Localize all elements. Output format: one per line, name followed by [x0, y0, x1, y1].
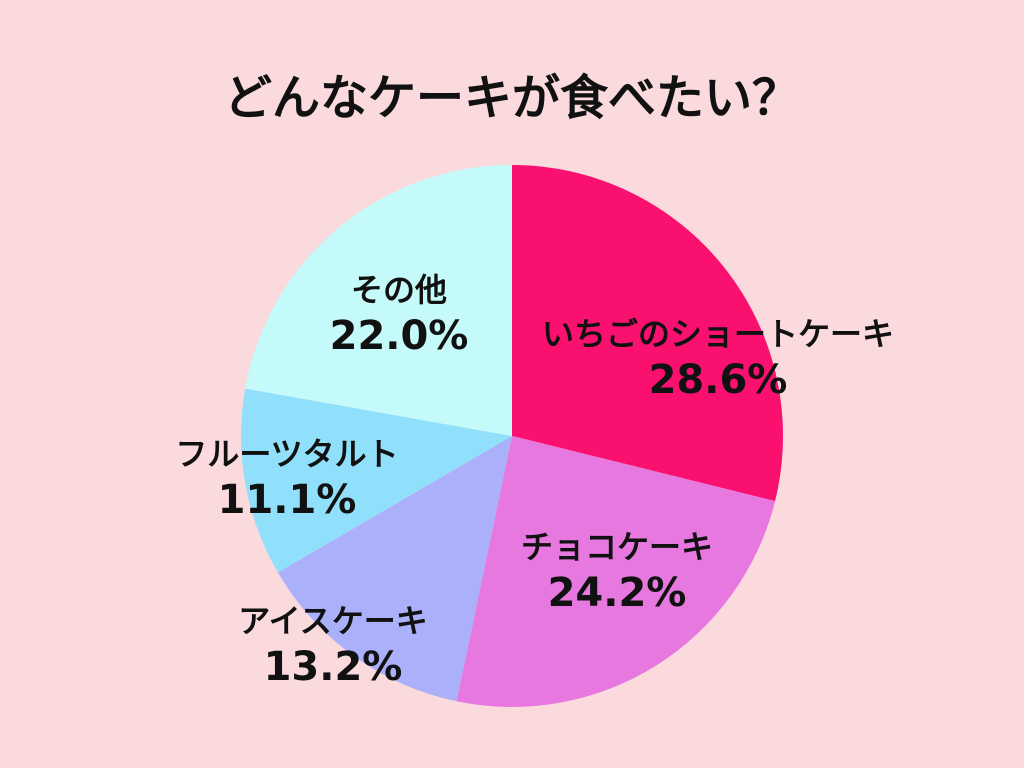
chart-title: どんなケーキが食べたい？ [223, 70, 800, 126]
pie-slice-others [245, 164, 512, 436]
pie-slice-fruit-tart [240, 388, 513, 573]
pie-slice-strawberry-shortcake [512, 165, 784, 502]
pie-slice-ice-cake [277, 436, 512, 702]
pie-slice-choco-cake [456, 436, 776, 708]
